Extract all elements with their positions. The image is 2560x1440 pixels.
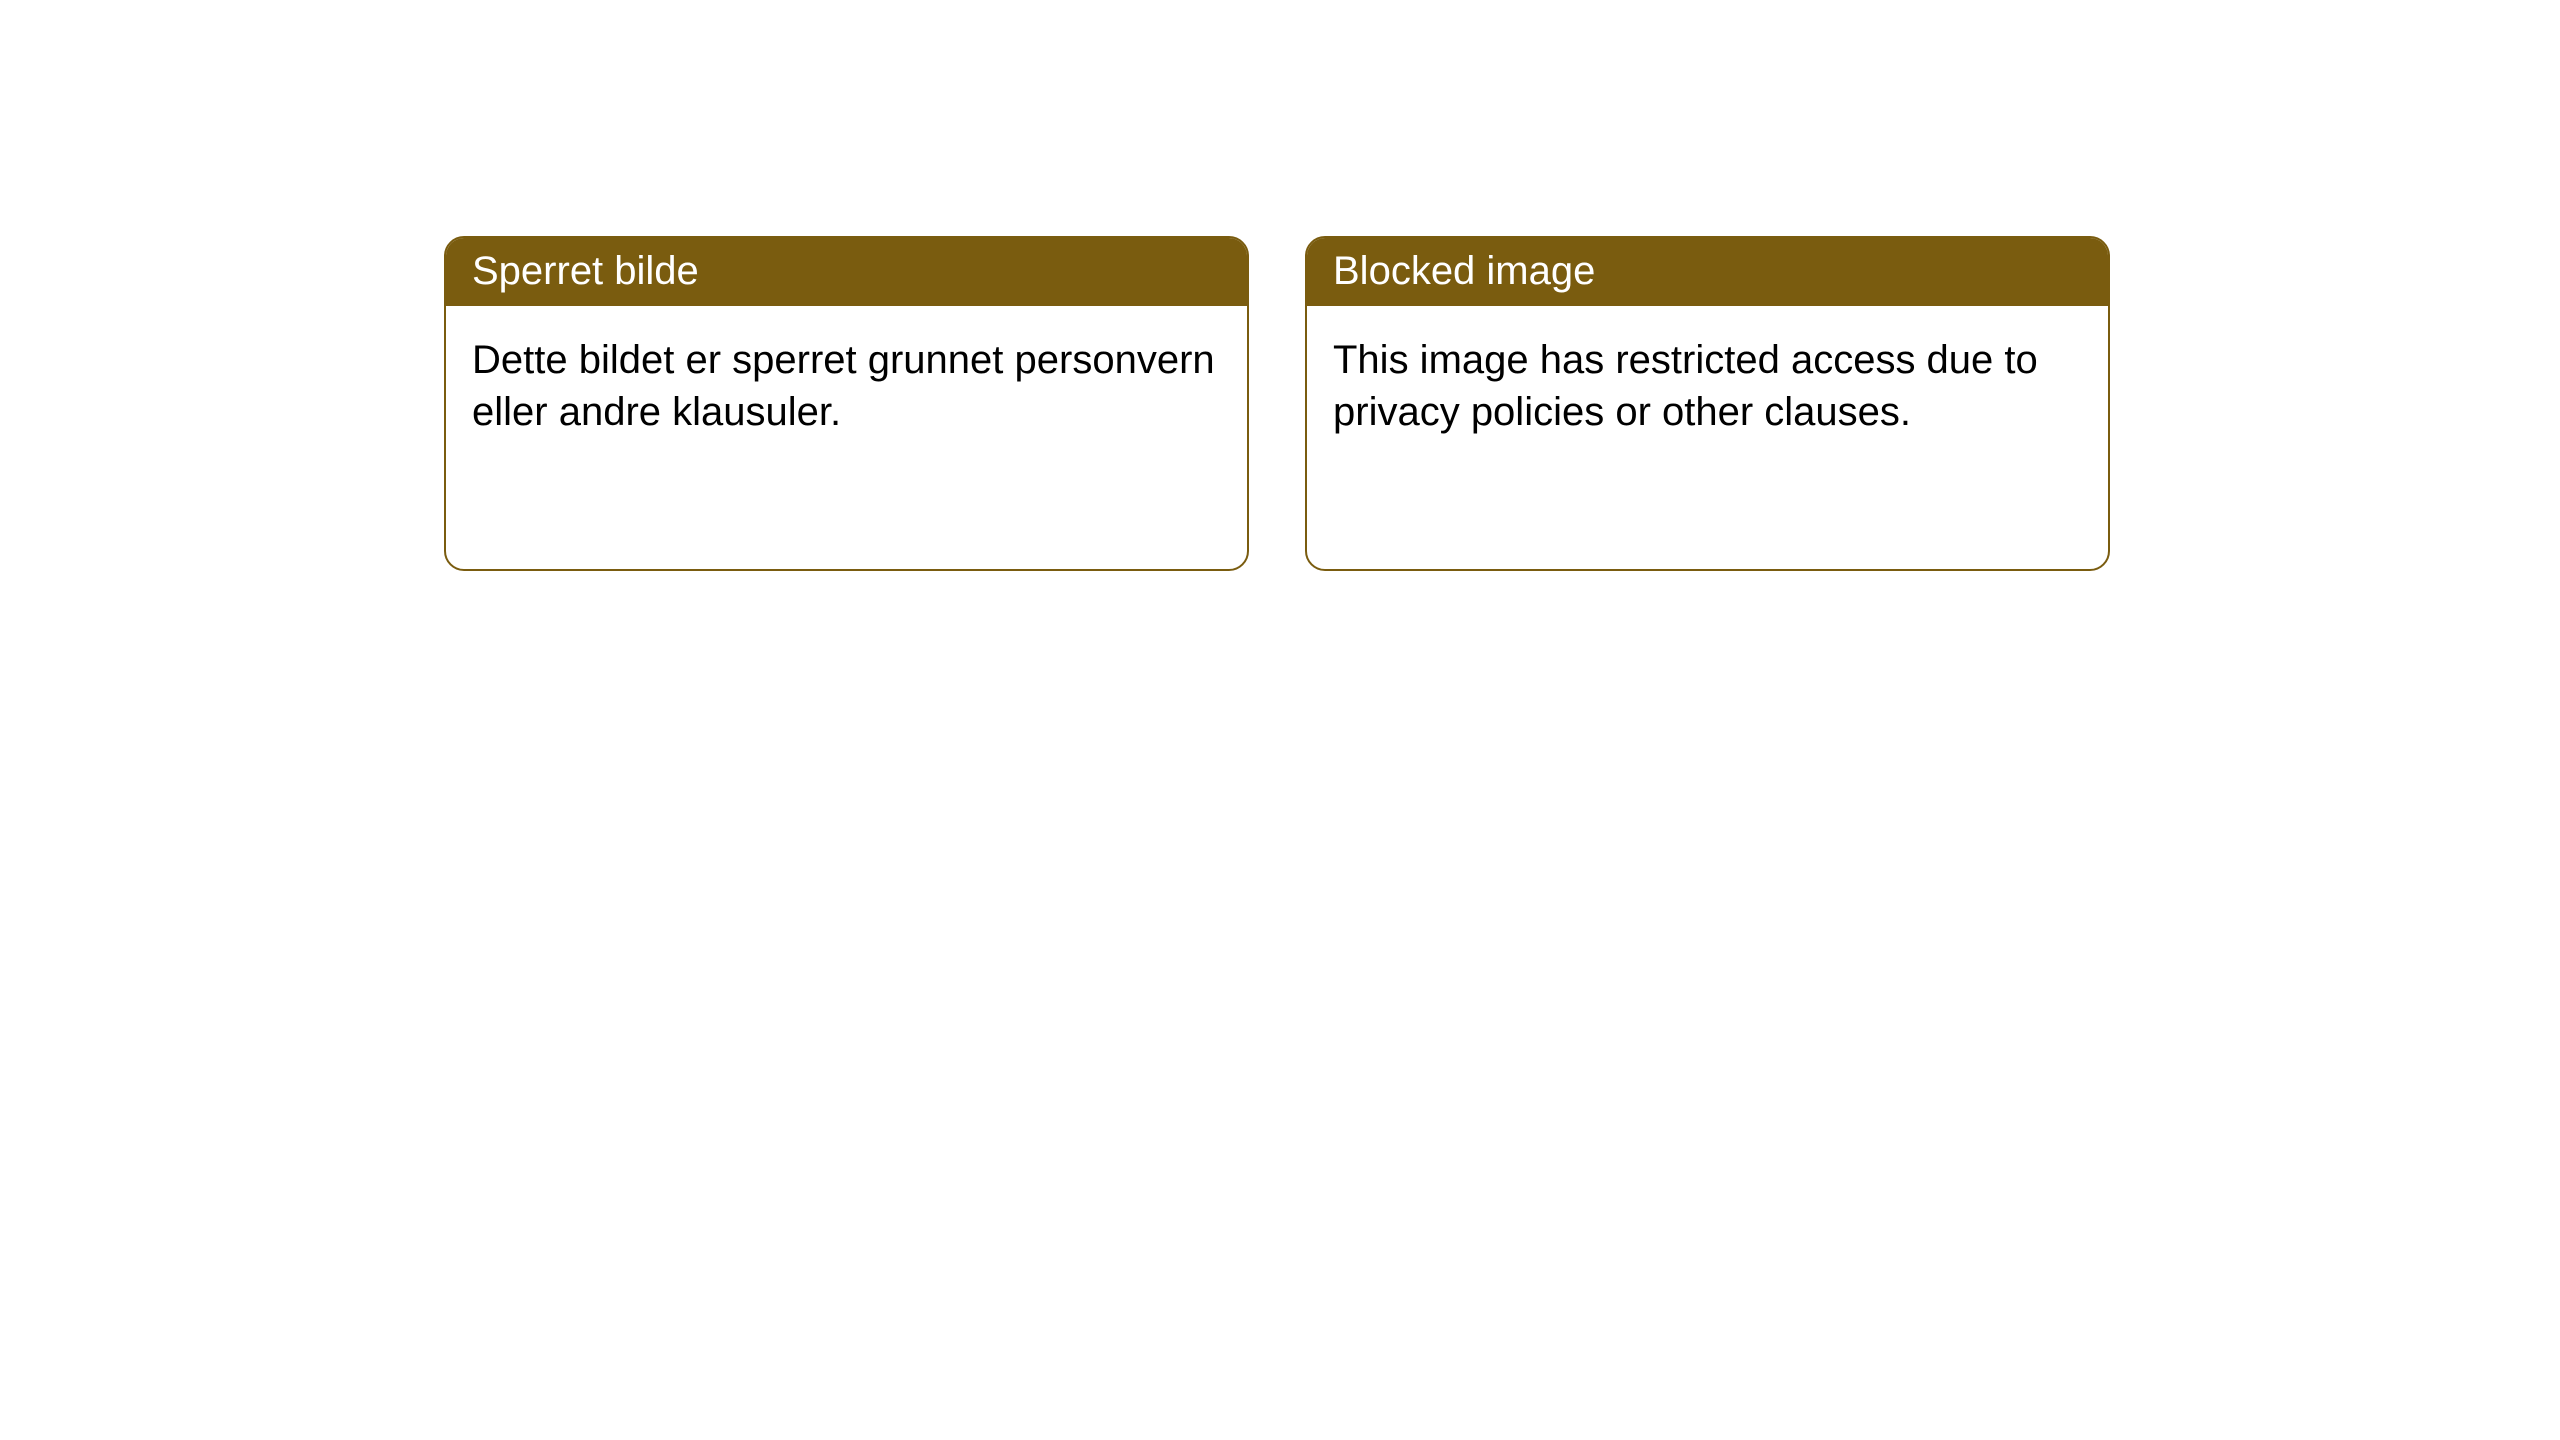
notice-container: Sperret bilde Dette bildet er sperret gr… — [0, 0, 2560, 571]
notice-body-norwegian: Dette bildet er sperret grunnet personve… — [446, 306, 1247, 466]
notice-card-english: Blocked image This image has restricted … — [1305, 236, 2110, 571]
notice-card-norwegian: Sperret bilde Dette bildet er sperret gr… — [444, 236, 1249, 571]
notice-header-norwegian: Sperret bilde — [446, 238, 1247, 306]
notice-body-english: This image has restricted access due to … — [1307, 306, 2108, 466]
notice-header-english: Blocked image — [1307, 238, 2108, 306]
